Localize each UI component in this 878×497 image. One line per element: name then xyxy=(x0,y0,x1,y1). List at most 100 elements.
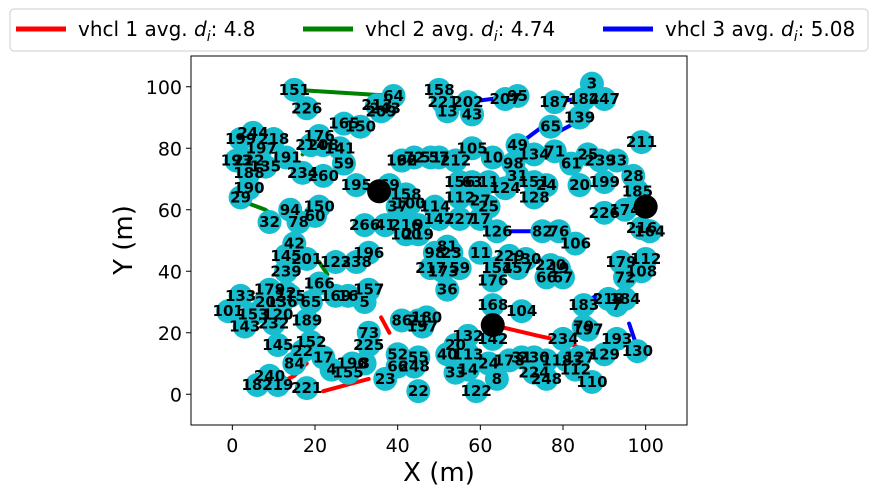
node-label: 226 xyxy=(291,99,322,117)
node-label: 213 xyxy=(361,96,392,114)
node-marker xyxy=(538,114,563,139)
node-marker xyxy=(406,379,431,404)
y-tick-label: 100 xyxy=(146,77,182,99)
node-label: 84 xyxy=(284,355,305,373)
node-label: 156 xyxy=(444,173,475,191)
legend-entry: vhcl 2 avg. di: 4.74 xyxy=(365,17,555,45)
node-label: 230 xyxy=(518,348,549,366)
node-marker xyxy=(625,339,650,364)
node-label: 214 xyxy=(295,136,326,154)
node-label: 196 xyxy=(353,244,384,262)
node-label: 191 xyxy=(270,148,301,166)
node-label: 216 xyxy=(626,219,657,237)
node-label: 42 xyxy=(284,235,305,253)
node-marker xyxy=(228,127,253,152)
node-label: 32 xyxy=(259,213,280,231)
node-label: 60 xyxy=(305,207,326,225)
node-marker xyxy=(356,333,381,358)
node-label: 211 xyxy=(626,133,657,151)
node-label: 248 xyxy=(531,370,562,388)
node-marker xyxy=(344,250,369,275)
node-label: 212 xyxy=(440,152,471,170)
legend: vhcl 1 avg. di: 4.8 vhcl 2 avg. di: 4.74 v… xyxy=(9,8,869,52)
node-label: 225 xyxy=(353,336,384,354)
node-label: 43 xyxy=(462,105,483,123)
node-marker xyxy=(311,163,336,188)
node-label: 188 xyxy=(233,164,264,182)
route-line xyxy=(317,260,330,277)
node-label: 209 xyxy=(365,102,396,120)
node-label: 100 xyxy=(390,225,421,243)
node-label: 49 xyxy=(507,136,528,154)
node-label: 247 xyxy=(589,90,620,108)
node-label: 234 xyxy=(547,330,578,348)
node-label: 33 xyxy=(445,364,466,382)
node-label: 244 xyxy=(237,124,268,142)
x-tick-label: 40 xyxy=(386,435,410,457)
node-marker xyxy=(534,265,559,290)
node-label: 65 xyxy=(300,293,321,311)
node-marker xyxy=(522,185,547,210)
node-marker xyxy=(402,145,427,170)
node-label: 184 xyxy=(568,90,599,108)
node-marker xyxy=(294,246,319,271)
node-label: 7 xyxy=(612,296,622,314)
node-label: 76 xyxy=(548,222,569,240)
node-marker xyxy=(402,354,427,379)
node-label: 227 xyxy=(444,210,475,228)
node-label: 98 xyxy=(503,155,524,173)
depot-marker xyxy=(480,313,505,338)
node-marker xyxy=(559,151,584,176)
node-marker xyxy=(294,376,319,401)
node-label: 16 xyxy=(338,287,359,305)
node-marker xyxy=(373,213,398,238)
node-label: 61 xyxy=(561,155,582,173)
node-label: 23 xyxy=(441,244,462,262)
node-marker xyxy=(579,369,604,394)
depot-marker xyxy=(367,179,392,204)
node-label: 176 xyxy=(477,271,508,289)
node-marker xyxy=(592,342,617,367)
x-tick-label: 60 xyxy=(468,435,492,457)
node-label: 130 xyxy=(622,342,653,360)
node-label: 142 xyxy=(477,330,508,348)
node-marker xyxy=(447,206,472,231)
node-label: 28 xyxy=(623,167,644,185)
x-axis: 0 20 40 60 80 100 xyxy=(226,425,664,457)
node-label: 11 xyxy=(478,173,499,191)
node-marker xyxy=(480,145,505,170)
node-marker xyxy=(455,357,480,382)
node-label: 5 xyxy=(359,293,369,311)
node-label: 20 xyxy=(569,176,590,194)
legend-frame xyxy=(9,8,869,52)
node-label: 86 xyxy=(391,311,412,329)
node-label: 52 xyxy=(387,345,408,363)
route-line xyxy=(379,315,392,335)
node-label: 81 xyxy=(437,238,458,256)
node-marker xyxy=(592,87,617,112)
node-marker xyxy=(290,160,315,185)
node-label: 208 xyxy=(308,136,339,154)
node-label: 128 xyxy=(518,188,549,206)
node-label: 63 xyxy=(462,173,483,191)
node-marker xyxy=(282,77,307,102)
node-label: 71 xyxy=(544,142,565,160)
node-marker xyxy=(588,148,613,173)
node-label: 197 xyxy=(246,139,277,157)
node-label: 187 xyxy=(539,93,570,111)
node-marker xyxy=(542,139,567,164)
node-label: 78 xyxy=(288,213,309,231)
node-marker xyxy=(331,151,356,176)
node-marker xyxy=(406,222,431,247)
node-marker xyxy=(435,99,460,124)
node-label: 101 xyxy=(213,302,244,320)
node-marker xyxy=(629,259,654,284)
node-label: 150 xyxy=(345,118,376,136)
node-label: 219 xyxy=(262,376,293,394)
node-label: 132 xyxy=(452,327,483,345)
node-label: 72 xyxy=(615,268,636,286)
node-label: 126 xyxy=(481,222,512,240)
node-label: 147 xyxy=(423,210,454,228)
y-tick-label: 60 xyxy=(158,200,182,222)
node-label: 157 xyxy=(353,281,384,299)
